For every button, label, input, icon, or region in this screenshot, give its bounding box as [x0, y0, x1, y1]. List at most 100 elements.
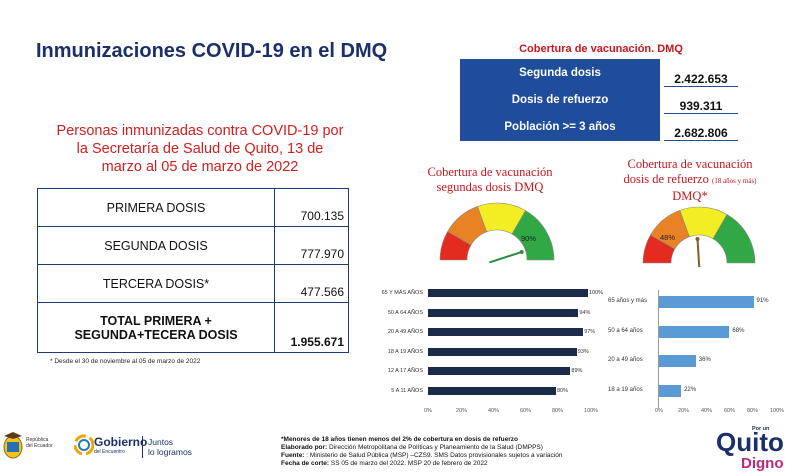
period-heading-line: Personas inmunizadas contra COVID-19 por [56, 123, 344, 139]
bar [428, 308, 579, 317]
gauge-percent-label: 90% [521, 234, 537, 243]
gauge-title-line: dosis de refuerzo (18 años y más) [610, 172, 770, 189]
bar-category-label: 20 A 49 AÑOS [387, 329, 423, 335]
table-footnote: * Desde el 30 de noviembre al 05 de marz… [50, 358, 201, 365]
gauge-segment [511, 210, 555, 261]
axis-tick-label: 0% [424, 408, 432, 414]
footer-text: Dirección Metropolitana de Políticas y P… [327, 444, 543, 451]
gauge-title-line: Cobertura de vacunación [627, 157, 753, 171]
axis-line [658, 290, 659, 408]
doses-table: PRIMERA DOSIS 700.135 SEGUNDA DOSIS 777.… [37, 188, 349, 353]
footer-label: Fuente: [281, 452, 305, 459]
gauge-booster-dose [642, 206, 756, 267]
bar [428, 328, 584, 336]
axis-tick-label: 100% [770, 408, 785, 414]
period-heading-line: la Secretaría de Salud de Quito, 13 de [76, 141, 324, 157]
footer-text: : Ministerio de Salud Pública (MSP) –CZS… [304, 452, 563, 459]
period-heading-line: marzo al 05 de marzo de 2022 [101, 159, 299, 175]
page-title: Inmunizaciones COVID-19 en el DMQ [36, 40, 388, 62]
footer-line: Fuente: : Ministerio de Salud Pública (M… [281, 452, 562, 460]
gauge-title-small: (18 años y más) [711, 177, 757, 185]
slogan-line: Juntos [148, 437, 174, 447]
coverage-box [460, 59, 660, 141]
bar-value-label: 68% [732, 327, 745, 334]
bar-category-label: 65 Y MÁS AÑOS [381, 290, 423, 296]
coverage-title: Cobertura de vacunación. DMQ [519, 43, 683, 55]
table-row: SEGUNDA DOSIS 777.970 [37, 226, 349, 265]
ecuador-shield-icon [3, 432, 23, 459]
gauge-title-line: DMQ* [672, 189, 708, 203]
bar [658, 355, 696, 367]
axis-tick-label: 60% [520, 408, 532, 414]
total-label: TOTAL PRIMERA + SEGUNDA+TECERA DOSIS [37, 302, 275, 353]
bar [658, 325, 730, 338]
divider [664, 113, 738, 114]
dose-label: PRIMERA DOSIS [37, 188, 275, 227]
table-row: TERCERA DOSIS* 477.566 [37, 264, 349, 303]
total-label-line: SEGUNDA+TECERA DOSIS [74, 327, 238, 342]
bar-value-label: 80% [557, 387, 569, 394]
gauge-percent-label: 48% [660, 233, 676, 242]
second-dose-age-chart: 65 Y MÁS AÑOS 100% 50 A 64 AÑOS 94% 20 A 49 … [360, 284, 604, 419]
bar-value-label: 100% [589, 290, 604, 296]
bar-category-label: 18 a 19 años [608, 386, 643, 393]
bar-value-label: 97% [584, 329, 596, 335]
bar-value-label: 36% [698, 357, 711, 363]
divider [664, 86, 738, 87]
footer-line: Elaborado por: Dirección Metropolitana d… [281, 444, 562, 452]
dose-value: 777.970 [274, 226, 349, 265]
logo-text-line: República [26, 437, 49, 443]
coverage-value: 2.682.806 [674, 126, 728, 140]
footer-line: Fecha de corte: SS 05 de marzo del 2022.… [281, 460, 562, 468]
bar [658, 384, 682, 397]
slogan-line: lo logramos [148, 447, 192, 457]
coverage-value: 2.422.653 [674, 72, 728, 86]
gauge-title-line: Cobertura de vacunación [427, 165, 553, 179]
gauge-needle [696, 238, 701, 267]
bar-category-label: 20 a 49 años [608, 357, 643, 363]
period-heading: Personas inmunizadas contra COVID-19 por… [40, 122, 360, 176]
gauge-second-dose [439, 202, 555, 264]
table-row-total: TOTAL PRIMERA + SEGUNDA+TECERA DOSIS 1.9… [37, 302, 349, 353]
gobierno-logo-icon [74, 434, 94, 456]
quito-logo-text: Quito [716, 427, 784, 457]
footer-label: Fecha de corte: [281, 460, 330, 467]
gauge-title-text: dosis de refuerzo [623, 172, 709, 186]
axis-tick-label: 40% [488, 408, 500, 414]
coverage-label: Población >= 3 años [504, 121, 616, 133]
bar-category-label: 5 A 11 AÑOS [391, 387, 423, 394]
gobierno-logo-text: Gobierno [94, 435, 148, 449]
dose-value: 700.135 [274, 188, 349, 227]
booster-age-chart: 65 años y más 91% 50 a 64 años 68% 20 a 49 a… [600, 290, 790, 415]
divider [142, 436, 143, 458]
bar-value-label: 93% [577, 348, 589, 355]
gauge-segment [712, 214, 756, 264]
axis-tick-label: 40% [701, 408, 713, 414]
bar [658, 296, 754, 308]
footer-text: SS 05 de marzo del 2022. MSP 20 de febre… [329, 460, 488, 467]
gauge-needle [489, 251, 523, 264]
table-row: PRIMERA DOSIS 700.135 [37, 188, 349, 227]
bar-category-label: 65 años y más [608, 298, 648, 304]
dose-value: 477.566 [274, 264, 349, 303]
bar-value-label: 22% [684, 386, 697, 393]
logo-text-line: del Ecuador [26, 443, 53, 449]
bar [428, 367, 571, 375]
slogan: Juntos lo logramos [148, 437, 192, 457]
quito-logo-subtext: Digno [741, 455, 784, 472]
axis-tick-label: 60% [724, 408, 736, 414]
bar-value-label: 89% [571, 368, 583, 374]
gauge-needle-tip [695, 237, 700, 242]
quito-logo-prefix: Por un [752, 426, 770, 432]
total-value: 1.955.671 [274, 302, 349, 353]
axis-tick-label: 20% [678, 408, 690, 414]
bar [428, 347, 577, 356]
dose-label: TERCERA DOSIS* [37, 264, 275, 303]
gauge-booster-title: Cobertura de vacunación dosis de refuerz… [610, 157, 770, 204]
total-label-line: TOTAL PRIMERA + [100, 313, 212, 328]
gauge-needle-tip [519, 249, 524, 254]
axis-tick-label: 80% [747, 408, 759, 414]
coverage-label: Dosis de refuerzo [511, 94, 609, 106]
divider [664, 140, 738, 141]
footer-line: *Menores de 18 años tienen menos del 2% … [281, 436, 518, 443]
